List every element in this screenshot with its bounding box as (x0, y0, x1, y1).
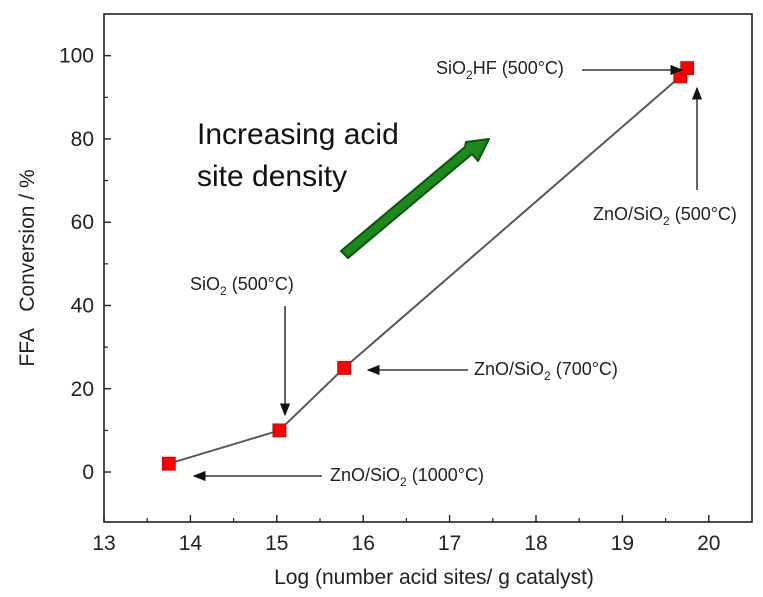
x-tick-label: 14 (179, 532, 203, 555)
y-axis-title: FFA Conversion / % (16, 169, 39, 366)
annotation-label-zno500: ZnO/SiO2 (500°C) (593, 204, 737, 228)
annotation-label-zno1000: ZnO/SiO2 (1000°C) (330, 465, 484, 489)
x-axis-title: Log (number acid sites/ g catalyst) (274, 566, 594, 589)
y-tick-label: 0 (82, 461, 94, 484)
big-annotation-line2: site density (197, 160, 347, 193)
x-tick-label: 19 (611, 532, 634, 555)
increasing-arrow-icon (340, 138, 490, 259)
big-annotation-line1: Increasing acid (197, 118, 399, 151)
annotation-label-sio2hf: SiO2HF (500°C) (436, 58, 564, 82)
x-tick-label: 16 (352, 532, 375, 555)
y-axis-ticks: 0 20 40 60 80 100 (59, 45, 111, 484)
annotation-label-zno700: ZnO/SiO2 (700°C) (474, 359, 618, 383)
y-tick-label: 60 (71, 211, 94, 234)
x-tick-label: 13 (92, 532, 115, 555)
data-point (337, 361, 352, 375)
x-tick-label: 17 (438, 532, 461, 555)
data-point (161, 456, 176, 471)
y-tick-label: 40 (71, 294, 94, 317)
y-tick-label: 80 (71, 128, 94, 151)
data-point (680, 61, 695, 76)
data-point (272, 423, 287, 438)
x-tick-label: 18 (524, 532, 547, 555)
y-tick-label: 20 (71, 378, 94, 401)
y-tick-label: 100 (59, 45, 94, 68)
x-axis-ticks: 13 14 15 16 17 18 19 20 (92, 515, 720, 555)
x-tick-label: 15 (265, 532, 288, 555)
plot-frame (103, 13, 753, 523)
annotation-label-sio2: SiO2 (500°C) (190, 274, 294, 298)
x-tick-label: 20 (697, 532, 720, 555)
